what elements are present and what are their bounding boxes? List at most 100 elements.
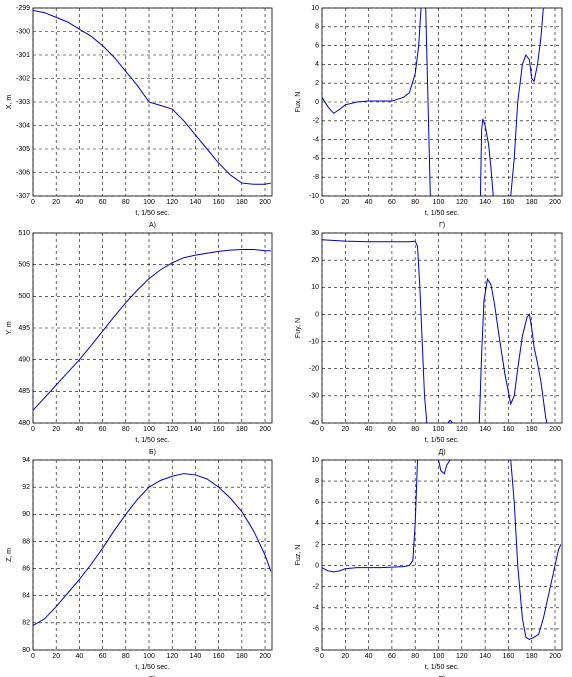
x-tick-label: 200 <box>549 199 561 206</box>
y-tick-label: 2 <box>315 80 319 87</box>
x-tick-label: 180 <box>526 653 538 660</box>
x-tick-label: 60 <box>388 199 396 206</box>
x-tick-label: 200 <box>259 653 271 660</box>
x-tick-label: 160 <box>503 199 515 206</box>
y-tick-label: 510 <box>18 230 30 237</box>
x-tick-label: 80 <box>122 653 130 660</box>
x-tick-label: 80 <box>122 199 130 206</box>
x-tick-label: 60 <box>99 426 107 433</box>
data-line <box>33 9 271 185</box>
plot-frame <box>32 232 273 424</box>
x-tick-label: 0 <box>320 653 324 660</box>
y-tick-label: -2 <box>313 118 319 125</box>
y-tick-label: -8 <box>313 647 319 654</box>
y-tick-label: 10 <box>311 457 319 464</box>
x-tick-label: 100 <box>143 426 155 433</box>
y-tick-label: -302 <box>16 75 30 82</box>
y-axis-label: X, m <box>6 95 13 110</box>
x-tick-label: 160 <box>503 653 515 660</box>
x-tick-label: 160 <box>503 426 515 433</box>
x-axis-label: t, 1/50 sec. <box>425 664 459 671</box>
caption: Д) <box>438 449 445 456</box>
x-tick-label: 120 <box>166 199 178 206</box>
x-tick-label: 60 <box>388 653 396 660</box>
y-tick-label: -40 <box>309 420 319 427</box>
y-tick-label: -20 <box>309 366 319 373</box>
y-tick-label: 0 <box>315 562 319 569</box>
x-tick-label: 0 <box>320 199 324 206</box>
x-tick-label: 200 <box>259 199 271 206</box>
x-axis-label: t, 1/50 sec. <box>425 210 459 217</box>
y-axis-label: Z, m <box>6 548 13 562</box>
x-tick-label: 0 <box>320 426 324 433</box>
x-tick-label: 0 <box>31 199 35 206</box>
x-tick-label: 100 <box>433 653 445 660</box>
x-tick-label: 140 <box>479 653 491 660</box>
caption: Б) <box>149 449 156 456</box>
y-axis-label: Fuy, N <box>295 318 302 338</box>
data-line <box>322 460 562 641</box>
x-tick-label: 40 <box>365 199 373 206</box>
x-tick-label: 140 <box>190 426 202 433</box>
y-tick-label: -6 <box>313 626 319 633</box>
y-tick-label: -4 <box>313 605 319 612</box>
y-tick-label: 2 <box>315 541 319 548</box>
x-tick-label: 40 <box>76 199 84 206</box>
y-tick-label: 8 <box>315 478 319 485</box>
y-tick-label: 94 <box>22 457 30 464</box>
x-axis-label: t, 1/50 sec. <box>135 437 169 444</box>
y-tick-label: 92 <box>22 484 30 491</box>
x-tick-label: 80 <box>122 426 130 433</box>
caption: В) <box>149 676 156 677</box>
x-tick-label: 140 <box>479 426 491 433</box>
caption: Г) <box>439 222 445 229</box>
y-tick-label: 505 <box>18 262 30 269</box>
subplot: 0 20 40 60 80 100 120 140 160 180 200 80 82 84 86 88 90 9… <box>6 457 273 677</box>
x-tick-label: 40 <box>76 426 84 433</box>
y-tick-label: -301 <box>16 52 30 59</box>
plot-frame <box>32 459 273 651</box>
x-tick-label: 120 <box>166 653 178 660</box>
y-tick-label: -10 <box>309 338 319 345</box>
x-tick-label: 100 <box>143 653 155 660</box>
x-axis-label: t, 1/50 sec. <box>135 664 169 671</box>
x-tick-label: 60 <box>388 426 396 433</box>
y-tick-label: -30 <box>309 393 319 400</box>
x-tick-label: 180 <box>236 426 248 433</box>
y-tick-label: -305 <box>16 146 30 153</box>
x-tick-label: 120 <box>456 426 468 433</box>
plot-frame <box>32 7 273 197</box>
x-tick-label: 200 <box>259 426 271 433</box>
data-line <box>322 8 544 196</box>
y-tick-label: 0 <box>315 311 319 318</box>
data-line <box>33 248 271 411</box>
y-tick-label: -300 <box>16 28 30 35</box>
y-tick-label: -299 <box>16 5 30 12</box>
x-tick-label: 20 <box>52 426 60 433</box>
x-tick-label: 60 <box>99 653 107 660</box>
x-tick-label: 0 <box>31 426 35 433</box>
subplot: 0 20 40 60 80 100 120 140 160 180 200 -40 -30 -20 -10 0… <box>295 230 563 456</box>
y-tick-label: -306 <box>16 169 30 176</box>
x-axis-label: t, 1/50 sec. <box>425 437 459 444</box>
x-tick-label: 20 <box>341 426 349 433</box>
y-tick-label: 500 <box>18 293 30 300</box>
y-tick-label: 90 <box>22 511 30 518</box>
x-tick-label: 100 <box>433 199 445 206</box>
y-tick-label: -8 <box>313 174 319 181</box>
y-tick-label: -10 <box>309 193 319 200</box>
y-axis-label: Fuz, N <box>295 545 302 566</box>
caption: А) <box>149 222 156 229</box>
x-axis-label: t, 1/50 sec. <box>135 210 169 217</box>
x-tick-label: 20 <box>341 199 349 206</box>
x-tick-label: 20 <box>341 653 349 660</box>
x-tick-label: 120 <box>456 653 468 660</box>
x-tick-label: 140 <box>479 199 491 206</box>
x-tick-label: 160 <box>213 426 225 433</box>
y-tick-label: 10 <box>311 5 319 12</box>
x-tick-label: 200 <box>549 426 561 433</box>
caption: Е) <box>439 676 446 677</box>
y-tick-label: 485 <box>18 388 30 395</box>
y-tick-label: 4 <box>315 520 319 527</box>
